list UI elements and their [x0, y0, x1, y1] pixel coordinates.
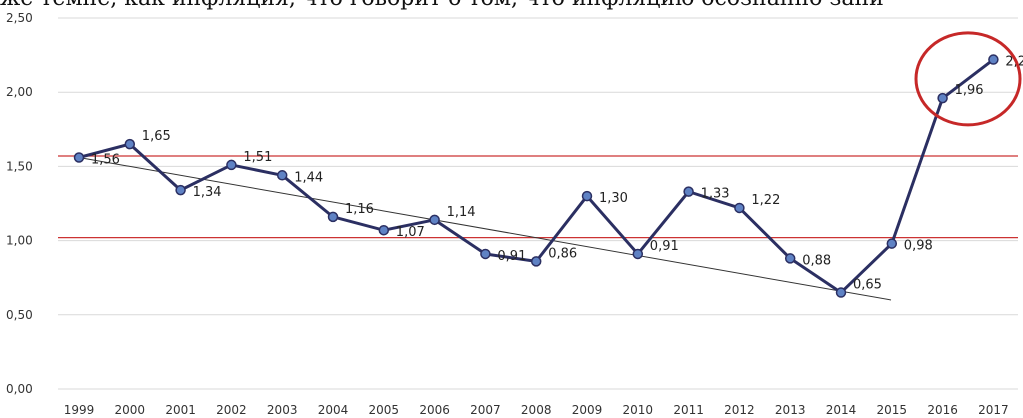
- x-tick-label: 2001: [165, 403, 196, 417]
- y-tick-label: 1,50: [6, 159, 33, 173]
- data-point: [378, 224, 390, 236]
- data-label: 0,98: [904, 239, 933, 254]
- data-label: 0,91: [497, 249, 526, 264]
- y-tick-label: 1,00: [6, 234, 33, 248]
- x-tick-label: 2017: [978, 403, 1009, 417]
- y-tick-label: 2,00: [6, 85, 33, 99]
- data-label: 1,56: [91, 152, 120, 167]
- x-tick-label: 2011: [673, 403, 704, 417]
- data-point: [480, 248, 491, 260]
- x-tick-label: 2000: [115, 403, 146, 417]
- x-tick-label: 2002: [216, 403, 247, 417]
- trendline: [78, 157, 892, 301]
- data-point: [429, 214, 440, 226]
- data-label: 1,96: [955, 83, 984, 98]
- x-tick-label: 2009: [572, 403, 603, 417]
- x-tick-label: 1999: [64, 403, 95, 417]
- x-tick-label: 2010: [623, 403, 654, 417]
- y-tick-label: 0,00: [6, 382, 33, 396]
- x-tick-label: 2005: [369, 403, 400, 417]
- x-tick-label: 2015: [877, 403, 908, 417]
- data-label: 1,30: [599, 191, 628, 206]
- data-label: 1,07: [396, 225, 425, 240]
- data-point: [124, 138, 136, 150]
- data-point: [835, 287, 847, 298]
- data-label: 1,34: [193, 185, 222, 200]
- data-point: [683, 186, 694, 197]
- data-label: 1,65: [142, 129, 171, 144]
- data-point: [937, 92, 948, 104]
- data-point: [581, 190, 593, 202]
- data-point: [226, 159, 237, 171]
- data-point: [784, 253, 796, 264]
- data-point: [734, 202, 745, 214]
- data-point: [988, 54, 999, 65]
- data-label: 0,91: [650, 239, 679, 254]
- highlight-circle: [914, 31, 1022, 127]
- x-tick-label: 2014: [826, 403, 857, 417]
- data-label: 1,14: [447, 205, 476, 220]
- data-label: 1,44: [294, 170, 323, 185]
- trendline-layer: [78, 157, 892, 301]
- x-tick-label: 2003: [267, 403, 298, 417]
- data-point: [175, 184, 186, 196]
- x-tick-label: 2006: [419, 403, 450, 417]
- data-label: 1,33: [701, 187, 730, 202]
- data-point: [276, 170, 288, 181]
- data-point: [530, 256, 542, 267]
- series-layer: [73, 54, 999, 298]
- x-tick-label: 2012: [724, 403, 755, 417]
- data-point: [632, 248, 644, 260]
- y-tick-label: 0,50: [6, 308, 33, 322]
- x-tick-label: 2004: [318, 403, 349, 417]
- y-tick-label: 2,50: [6, 11, 33, 25]
- data-label: 1,22: [751, 193, 780, 208]
- x-tick-label: 2013: [775, 403, 806, 417]
- data-label: 0,86: [548, 246, 577, 261]
- x-tick-label: 2016: [927, 403, 958, 417]
- axis-layer: 0,00 0,50 1,00 1,50 2,00 2,50 1999 2000 2001 2002…: [6, 11, 1009, 417]
- page-text-fragment: же темпе, как инфляция, что говорит о то…: [0, 0, 1023, 11]
- x-tick-label: 2007: [470, 403, 501, 417]
- data-label: 0,88: [802, 253, 831, 268]
- x-tick-label: 2008: [521, 403, 552, 417]
- data-point: [73, 152, 85, 163]
- highlight-layer: [914, 31, 1022, 127]
- data-label: 1,16: [345, 202, 374, 217]
- data-point: [886, 238, 898, 249]
- data-labels-layer: 1,56 1,65 1,34 1,51 1,44 1,16 1,07 1,14 0,91 0,86…: [91, 55, 1023, 293]
- data-label: 1,51: [243, 150, 272, 165]
- grid-layer: [58, 17, 1018, 390]
- data-point: [327, 211, 339, 223]
- data-label: 0,65: [853, 278, 882, 293]
